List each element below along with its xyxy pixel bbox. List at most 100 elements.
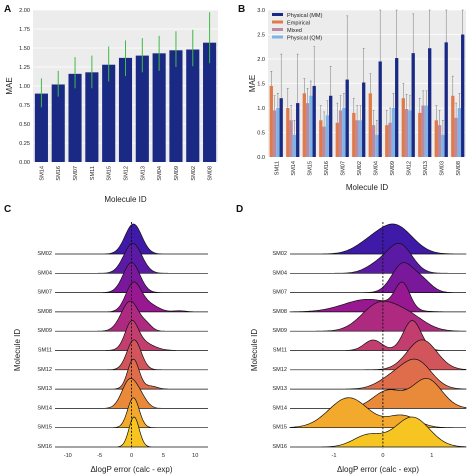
panel-a-bar-chart: 0.00 0.25 0.50 0.75 1.00 1.25 1.50 1.75 2.00 SM14… [5,8,218,204]
density-ridge [290,262,466,293]
y-tick-label: SM16 [272,444,287,450]
x-tick-label: SM09 [174,166,180,181]
bar [135,55,149,162]
y-tick-label: SM14 [37,405,52,411]
y-tick-label: 0.25 [19,141,30,147]
bar [51,84,65,162]
bar [335,122,339,157]
bar [118,57,133,162]
legend-label: Physical (MM) [287,13,323,19]
bar [391,108,396,157]
density-ridge [290,416,467,448]
legend-swatch [272,28,283,31]
bar [169,50,183,162]
panel-d-ridgeline-chart: SM02 SM04 SM07 SM08 SM09 SM11 SM12 SM13 SM14 SM15… [250,222,467,474]
density-ridge [55,281,208,313]
bar [292,134,297,157]
bar [329,95,333,157]
bar [319,120,323,157]
y-tick-label: 0.50 [19,122,30,128]
y-tick-label: SM02 [37,251,52,257]
y-tick-label: 2.00 [19,8,30,14]
density-ridge [290,242,466,274]
legend-swatch [272,35,283,39]
bar [444,42,448,158]
bar [272,110,277,157]
y-tick-label: SM02 [272,251,287,257]
bar [352,112,356,157]
bar [355,120,359,157]
x-tick-label: 0 [381,453,384,459]
x-tick-label: SM12 [406,161,412,176]
bar [375,134,379,157]
bar [428,48,432,157]
bar [418,112,422,157]
panel-letter-d: D [236,204,243,215]
panel-letter-a: A [4,4,11,15]
x-axis-title: ΔlogP error (calc - exp) [337,465,419,474]
y-tick-label: SM14 [272,405,287,411]
density-ridge [290,223,467,255]
x-tick-label: SM03 [439,161,445,176]
x-tick-label: SM14 [39,166,45,181]
bar [401,98,405,157]
x-tick-label: SM11 [274,161,280,175]
bar [325,115,330,157]
y-tick-label: 2.0 [257,57,265,63]
legend-label: Empirical [287,20,310,26]
bar [451,95,455,157]
x-tick-label: -5 [97,453,102,459]
bar [437,125,442,157]
bar [457,108,462,157]
bar [152,53,166,162]
y-tick-label: 1.25 [19,65,30,71]
bar [85,72,99,162]
bar [441,134,445,157]
y-tick-label: 1.75 [19,27,30,33]
x-axis-title: Molecule ID [104,195,146,204]
bar [388,122,392,157]
bar [68,73,82,162]
y-tick-label: 1.50 [19,46,30,52]
bar [408,110,412,157]
bar [34,93,48,162]
bar [345,79,349,157]
density-ridge [290,378,467,409]
y-tick-label: SM13 [37,386,52,392]
bar [279,98,283,157]
x-tick-label: SM02 [357,161,363,176]
y-tick-label: SM12 [37,367,52,373]
x-tick-label: SM12 [124,166,130,181]
legend-swatch [272,13,283,16]
bar [296,103,300,157]
y-tick-label: SM11 [273,348,287,354]
bar [276,108,280,157]
y-tick-label: 0.75 [19,103,30,109]
bar [286,108,290,157]
y-tick-label: SM16 [37,444,52,450]
bar [358,120,363,157]
y-tick-label: SM09 [37,328,52,334]
y-tick-label: 0.00 [19,160,30,166]
bar [309,95,313,157]
bar [312,85,316,157]
bar [362,82,366,157]
legend-label: Mixed [287,28,302,34]
density-ridge [290,300,467,332]
density-ridge [55,339,208,371]
y-tick-label: 3.0 [257,8,265,14]
density-ridge [289,397,466,429]
x-tick-label: 0 [130,453,133,459]
density-ridge [55,397,208,429]
bar [378,61,382,158]
bar [302,93,306,157]
x-tick-label: SM09 [390,161,396,176]
y-tick-label: SM11 [38,348,52,354]
y-tick-label: SM15 [272,425,287,431]
bar [368,93,372,157]
y-tick-label: 1.00 [19,84,30,90]
bar [424,105,429,157]
x-tick-label: SM07 [73,166,79,181]
legend-swatch [272,20,283,24]
